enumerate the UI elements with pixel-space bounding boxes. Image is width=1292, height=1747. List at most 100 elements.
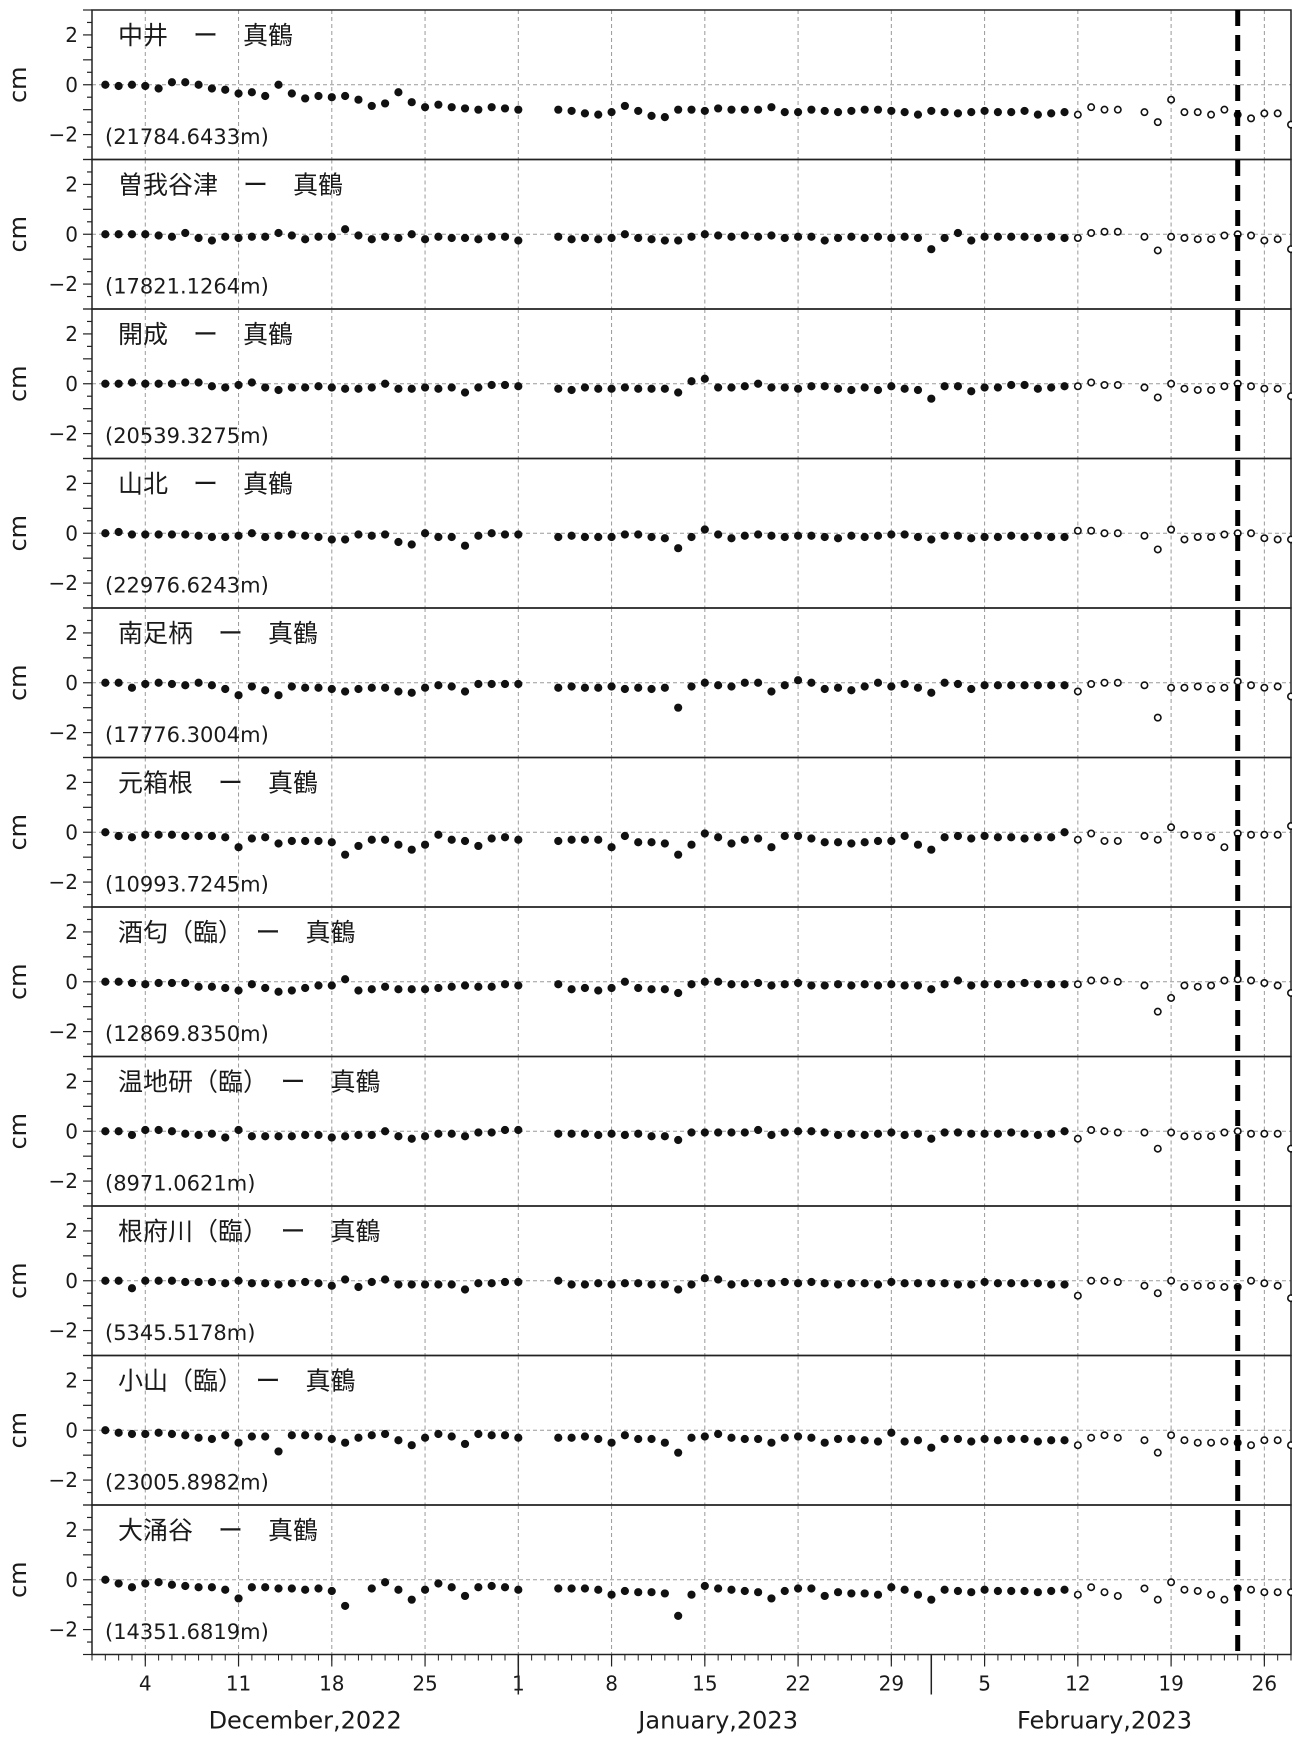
data-point (940, 833, 949, 842)
data-point (127, 1130, 137, 1140)
ytick-label: −2 (49, 571, 78, 595)
data-point (860, 532, 869, 542)
data-point (167, 1276, 177, 1285)
data-point (367, 383, 376, 392)
data-point (993, 1436, 1003, 1445)
data-point (367, 1130, 376, 1140)
data-point (380, 683, 390, 692)
panel: 2 0 −2 cm 大涌谷 ー 真鶴 (14351.6819m) (4, 1504, 1292, 1656)
data-point (1167, 525, 1176, 534)
data-point (420, 1132, 430, 1141)
data-point (460, 1285, 470, 1294)
data-point (727, 1433, 736, 1442)
baseline-length: (14351.6819m) (105, 1620, 269, 1644)
data-point (833, 233, 843, 243)
data-point (1113, 1128, 1122, 1137)
data-point (314, 382, 323, 391)
data-point (1007, 232, 1016, 241)
data-point (207, 1583, 216, 1592)
data-point (354, 231, 363, 240)
data-point (114, 379, 123, 388)
data-point (913, 840, 923, 849)
data-point (287, 1584, 296, 1593)
data-point (221, 684, 230, 694)
data-point (1167, 683, 1176, 692)
data-point (1140, 108, 1149, 117)
data-point (367, 1431, 376, 1440)
data-point (1193, 831, 1202, 840)
data-point (687, 232, 696, 241)
data-point (1140, 831, 1149, 840)
data-point (807, 232, 816, 241)
data-point (1220, 231, 1229, 240)
data-point (234, 1594, 243, 1603)
data-point (1140, 981, 1149, 990)
data-point (1060, 1127, 1069, 1136)
data-point (407, 845, 416, 854)
data-point (500, 980, 510, 989)
data-point (793, 1279, 803, 1288)
data-point (420, 840, 430, 849)
y-axis-label: cm (4, 1262, 32, 1299)
data-point (141, 679, 150, 689)
ytick-label: 0 (65, 1269, 78, 1293)
data-point (594, 1279, 603, 1288)
data-point (993, 532, 1003, 542)
data-point (181, 78, 190, 87)
data-point (1073, 1134, 1082, 1143)
data-point (860, 1436, 869, 1445)
data-point (114, 678, 123, 687)
data-point (714, 1429, 723, 1439)
data-point (1140, 681, 1149, 690)
data-point (647, 1434, 656, 1444)
data-point (1020, 106, 1029, 116)
ytick-label: 0 (65, 73, 78, 97)
data-point (1287, 1294, 1292, 1303)
data-point (394, 88, 403, 97)
data-point (674, 703, 683, 712)
data-point (1287, 988, 1292, 997)
data-point (767, 1594, 776, 1603)
data-point (1060, 1436, 1069, 1445)
data-point (114, 831, 123, 841)
data-point (1020, 1434, 1029, 1444)
panel-title: 中井 ー 真鶴 (118, 21, 293, 50)
data-point (1193, 1438, 1202, 1447)
ytick-label: −2 (49, 422, 78, 446)
panel-title: 南足柄 ー 真鶴 (118, 619, 318, 648)
data-point (793, 831, 803, 841)
data-point (767, 843, 776, 852)
data-point (900, 679, 909, 689)
baseline-length: (12869.8350m) (105, 1022, 269, 1046)
data-point (1087, 829, 1096, 838)
data-point (967, 1129, 976, 1138)
data-point (274, 80, 283, 89)
data-point (314, 981, 323, 990)
data-point (1153, 1595, 1162, 1604)
data-point (101, 828, 110, 837)
data-point (500, 232, 510, 241)
data-point (460, 1132, 470, 1141)
data-point (141, 81, 150, 91)
data-point (500, 104, 510, 113)
data-point (993, 232, 1003, 241)
data-point (1060, 828, 1069, 837)
data-point (1087, 378, 1096, 387)
data-point (660, 1132, 669, 1141)
data-point (1033, 1130, 1042, 1140)
data-point (354, 95, 363, 104)
data-point (447, 1129, 456, 1138)
data-point (114, 527, 123, 537)
data-point (873, 1437, 883, 1446)
data-point (940, 1279, 949, 1288)
data-point (887, 382, 896, 391)
data-point (460, 541, 470, 550)
data-point (660, 985, 669, 994)
data-point (754, 105, 763, 114)
y-axis-label: cm (4, 1412, 32, 1449)
data-point (714, 681, 723, 690)
data-point (167, 830, 177, 839)
data-point (1020, 1129, 1029, 1138)
data-point (234, 89, 243, 98)
data-point (1260, 384, 1269, 393)
